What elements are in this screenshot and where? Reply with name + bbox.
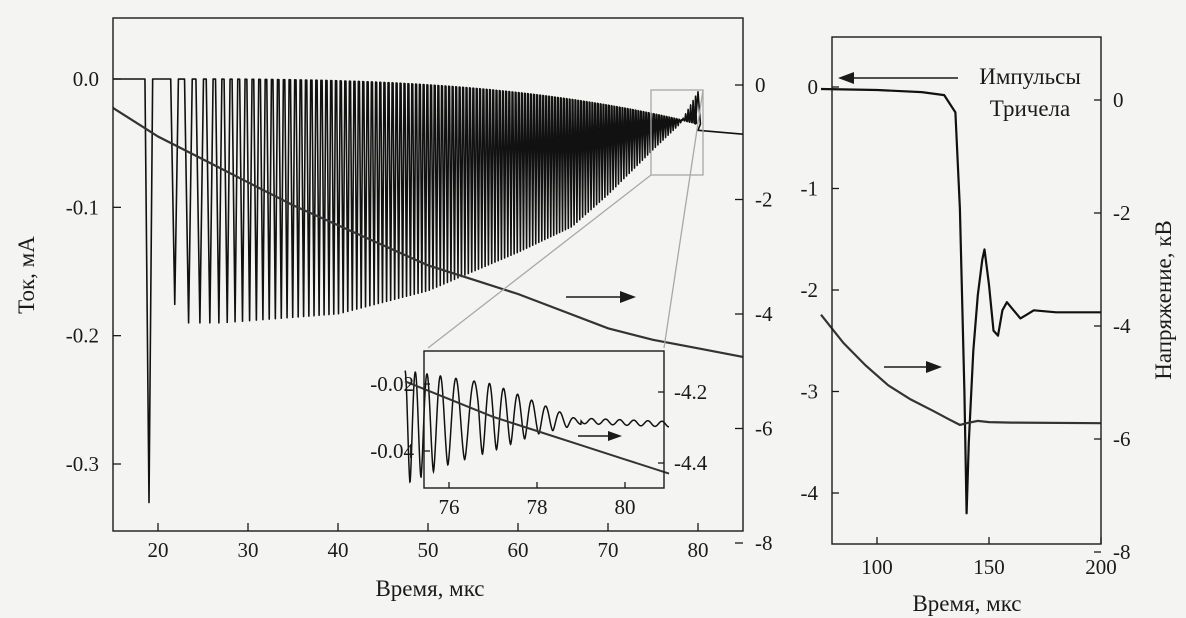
inset-current-series: [404, 370, 670, 484]
y2tick-label: -2: [755, 188, 773, 212]
xtick-label: 40: [328, 538, 349, 562]
inset-voltage-series: [404, 380, 670, 475]
main-series-arrow: [566, 291, 636, 303]
main-ticks: 20 30 40 50 60 70 80 0.0 -0.1 -0.2 -0.3 0 -2 -4 -6 -8: [66, 67, 773, 562]
xtick-label: 200: [1085, 555, 1117, 579]
current-pulse-series: [113, 78, 744, 504]
y2tick-label: -2: [1113, 201, 1131, 225]
y2tick-label: -4.2: [674, 380, 707, 404]
xtick-label: 30: [238, 538, 259, 562]
inset-background: [424, 351, 664, 488]
right-voltage-series: [820, 314, 1102, 427]
y2tick-label: -6: [755, 417, 773, 441]
right-series-arrow: [884, 361, 942, 373]
right-plot: 100 150 200 0 -1 -2 -3 -4 0 -2 -4 -6 -8 Время, мкс Н…: [801, 36, 1176, 616]
inset-frame: [423, 350, 665, 489]
inset-traces: [404, 370, 670, 484]
inset-series-arrow: [578, 431, 622, 441]
annotation-arrow: [838, 72, 958, 84]
xtick-label: 70: [598, 538, 619, 562]
y2tick-label: -4.4: [674, 451, 708, 475]
ytick-label: -0.04: [370, 439, 414, 463]
y2tick-label: 0: [1113, 88, 1124, 112]
xtick-label: 100: [861, 555, 893, 579]
y2tick-label: -8: [1113, 540, 1131, 564]
main-plot: 20 30 40 50 60 70 80 0.0 -0.1 -0.2 -0.3 0 -2 -4 -6 -8 В…: [14, 17, 773, 601]
ytick-label: -1: [801, 177, 819, 201]
xtick-label: 20: [148, 538, 169, 562]
ytick-label: 0: [808, 75, 819, 99]
ytick-label: -2: [801, 278, 819, 302]
ytick-label: -0.3: [66, 452, 99, 476]
main-ylabel: Ток, мА: [14, 236, 39, 314]
annotation-line-2: Тричела: [990, 96, 1070, 121]
xtick-label: 78: [527, 495, 548, 519]
main-xlabel: Время, мкс: [375, 576, 484, 601]
ytick-label: -0.1: [66, 195, 99, 219]
right-current-series: [820, 87, 1101, 515]
y2tick-label: -4: [1113, 314, 1131, 338]
right-y2label: Напряжение, кВ: [1151, 220, 1176, 380]
y2tick-label: 0: [755, 73, 766, 97]
right-xlabel: Время, мкс: [912, 591, 1021, 616]
y2tick-label: -6: [1113, 427, 1131, 451]
right-ticks: 100 150 200 0 -1 -2 -3 -4 0 -2 -4 -6 -8: [801, 75, 1131, 579]
xtick-label: 60: [508, 538, 529, 562]
xtick-label: 80: [688, 538, 709, 562]
ytick-label: -3: [801, 380, 819, 404]
xtick-label: 80: [615, 495, 636, 519]
xtick-label: 50: [418, 538, 439, 562]
zoom-region-box: [650, 89, 704, 176]
inset-plot: 76 78 80 -0.02 -0.04 -4.2 -4.4: [370, 350, 708, 519]
ytick-label: 0.0: [73, 67, 99, 91]
ytick-label: -4: [801, 481, 819, 505]
xtick-label: 150: [973, 555, 1005, 579]
ytick-label: -0.2: [66, 324, 99, 348]
ytick-label: -0.02: [370, 372, 414, 396]
zoom-connector-left: [427, 174, 652, 349]
annotation-line-1: Импульсы: [979, 64, 1081, 89]
inset-ticks: 76 78 80 -0.02 -0.04 -4.2 -4.4: [370, 372, 707, 519]
y2tick-label: -8: [755, 531, 773, 555]
voltage-series: [112, 106, 744, 358]
xtick-label: 76: [439, 495, 460, 519]
main-traces: [112, 78, 744, 504]
y2tick-label: -4: [755, 302, 773, 326]
right-traces: [820, 87, 1102, 515]
zoom-connector-right: [663, 89, 704, 349]
